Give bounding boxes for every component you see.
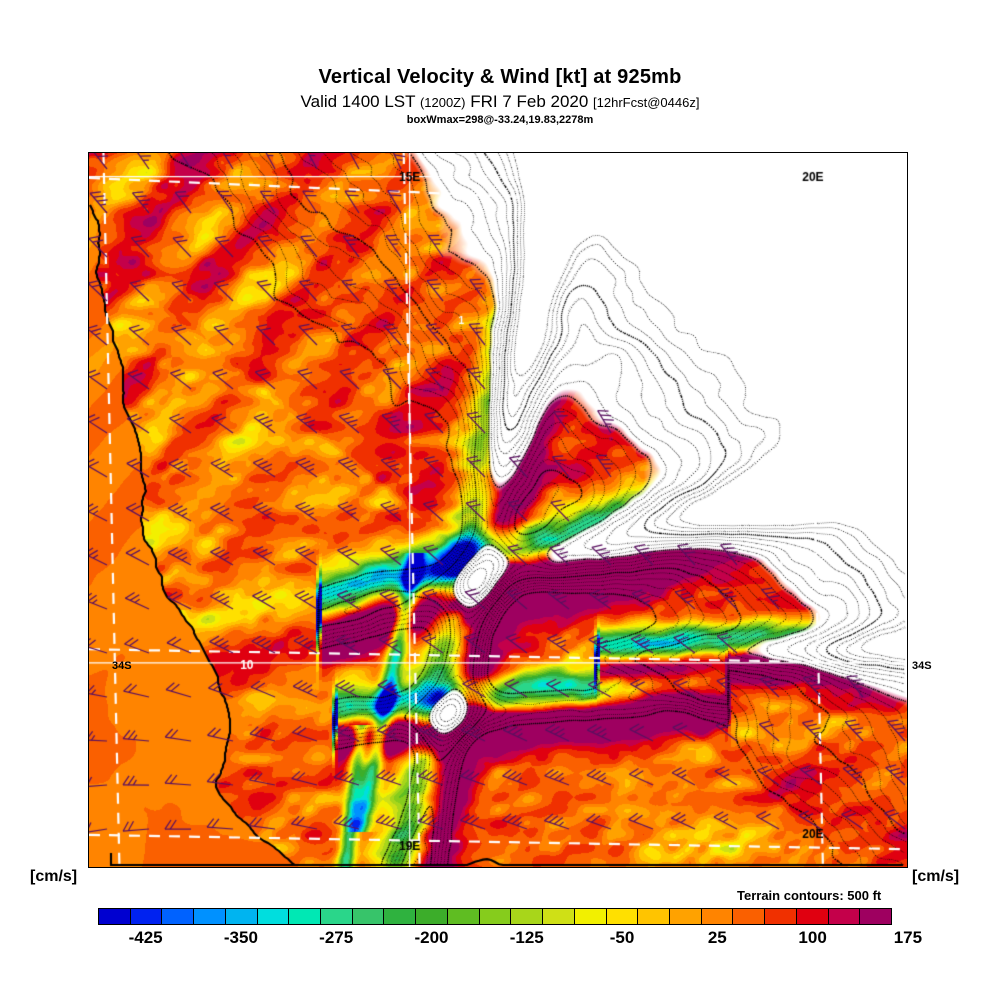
colorbar-segment-22 bbox=[796, 909, 829, 924]
vertical-velocity-field bbox=[89, 153, 907, 867]
colorbar-tick-labels: -425 -350 -275 -200 -125 -50 25 100 175 bbox=[98, 928, 922, 954]
colorbar-segments bbox=[99, 909, 891, 924]
unit-label-right: [cm/s] bbox=[912, 868, 960, 885]
colorbar-tick--200: -200 bbox=[414, 928, 449, 947]
colorbar-segment-24 bbox=[860, 909, 891, 924]
colorbar-tick--125: -125 bbox=[509, 928, 544, 947]
colorbar-segment-2 bbox=[162, 909, 195, 924]
lat-label-right: 34S bbox=[912, 660, 932, 672]
colorbar-tick--275: -275 bbox=[319, 928, 354, 947]
colorbar-segment-16 bbox=[606, 909, 639, 924]
colorbar-segment-6 bbox=[289, 909, 322, 924]
unit-label-left: [cm/s] bbox=[30, 868, 78, 885]
page-title: Vertical Velocity & Wind [kt] at 925mb bbox=[318, 66, 682, 88]
colorbar-segment-10 bbox=[416, 909, 448, 924]
subtitle-forecast: [12hrFcst@0446z] bbox=[593, 95, 700, 110]
colorbar-segment-12 bbox=[479, 909, 512, 924]
colorbar-segment-5 bbox=[257, 909, 290, 924]
colorbar-segment-18 bbox=[669, 909, 702, 924]
colorbar-segment-1 bbox=[130, 909, 163, 924]
subtitle-zulu: (1200Z) bbox=[419, 95, 466, 110]
colorbar-tick--425: -425 bbox=[128, 928, 163, 947]
colorbar-segment-9 bbox=[384, 909, 417, 924]
colorbar[interactable] bbox=[98, 908, 892, 925]
colorbar-segment-23 bbox=[828, 909, 861, 924]
subtitle-valid: Valid 1400 LST bbox=[300, 92, 420, 111]
terrain-contour-legend: Terrain contours: 500 ft bbox=[735, 888, 884, 903]
colorbar-segment-19 bbox=[701, 909, 734, 924]
colorbar-tick-25: 25 bbox=[707, 928, 727, 947]
weather-map[interactable] bbox=[88, 152, 908, 868]
colorbar-segment-21 bbox=[765, 909, 797, 924]
colorbar-segment-15 bbox=[574, 909, 607, 924]
colorbar-segment-4 bbox=[225, 909, 258, 924]
colorbar-segment-3 bbox=[194, 909, 226, 924]
colorbar-tick--350: -350 bbox=[223, 928, 258, 947]
colorbar-tick-100: 100 bbox=[798, 928, 827, 947]
subtitle: Valid 1400 LST (1200Z) FRI 7 Feb 2020 [1… bbox=[0, 92, 1000, 112]
colorbar-segment-17 bbox=[638, 909, 670, 924]
title-block: Vertical Velocity & Wind [kt] at 925mb V… bbox=[0, 0, 1000, 126]
colorbar-segment-13 bbox=[511, 909, 544, 924]
colorbar-segment-8 bbox=[352, 909, 385, 924]
subtitle-date: FRI 7 Feb 2020 bbox=[465, 92, 594, 111]
colorbar-segment-11 bbox=[447, 909, 480, 924]
colorbar-segment-14 bbox=[543, 909, 575, 924]
colorbar-segment-0 bbox=[99, 909, 131, 924]
colorbar-segment-7 bbox=[321, 909, 353, 924]
lat-label-left: 34S bbox=[112, 660, 132, 672]
colorbar-tick--50: -50 bbox=[609, 928, 635, 947]
subtitle-note: boxWmax=298@-33.24,19.83,2278m bbox=[406, 114, 594, 126]
colorbar-segment-20 bbox=[733, 909, 766, 924]
colorbar-tick-175: 175 bbox=[893, 928, 923, 947]
